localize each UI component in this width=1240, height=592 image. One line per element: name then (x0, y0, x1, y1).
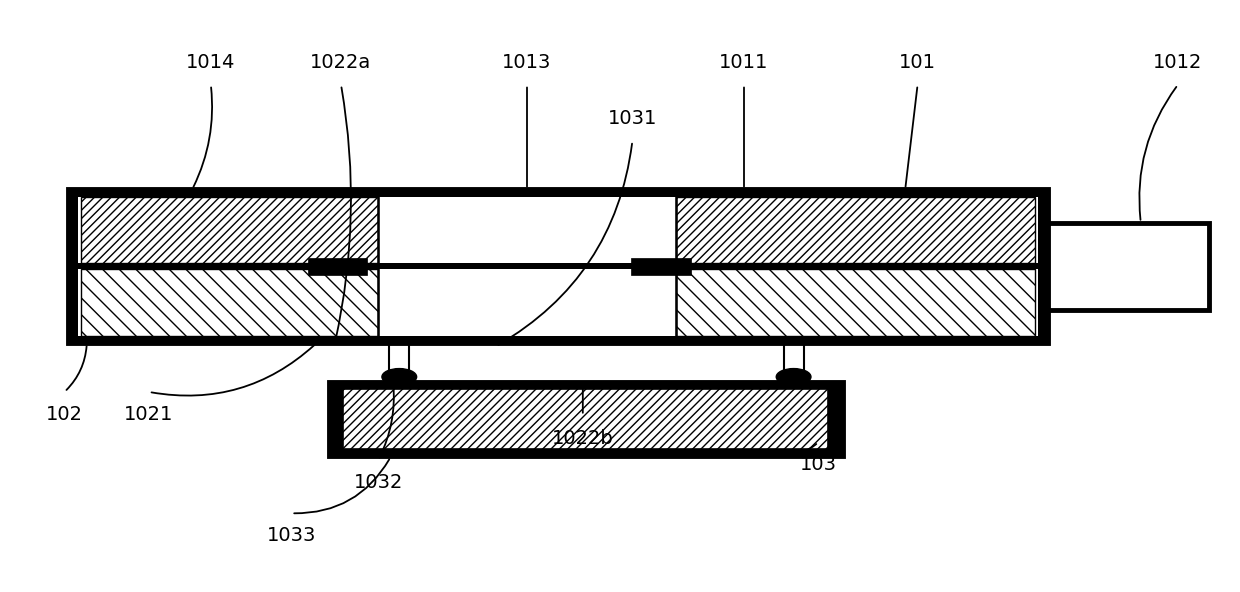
Text: 103: 103 (800, 455, 837, 474)
Bar (78, 197, 1038, 336)
Bar (81, 197, 378, 263)
Text: 1031: 1031 (608, 109, 657, 128)
Text: 1011: 1011 (719, 53, 769, 72)
Text: 1022a: 1022a (310, 53, 372, 72)
Bar (329, 382, 843, 456)
Bar (676, 197, 1035, 263)
Text: 1012: 1012 (1153, 53, 1203, 72)
Bar (68, 336, 1048, 343)
Text: 1014: 1014 (186, 53, 236, 72)
Bar (68, 189, 1048, 343)
Bar (78, 263, 1038, 269)
Circle shape (776, 369, 811, 385)
Text: 102: 102 (46, 405, 83, 424)
Bar (308, 258, 367, 275)
Text: 1022b: 1022b (552, 429, 614, 448)
Text: 1013: 1013 (502, 53, 552, 72)
Bar (676, 269, 1035, 336)
Circle shape (382, 369, 417, 385)
Text: 101: 101 (899, 53, 936, 72)
Bar (68, 189, 1048, 197)
Text: 1032: 1032 (353, 473, 403, 492)
Bar (631, 258, 691, 275)
Text: 1033: 1033 (267, 526, 316, 545)
Bar (343, 389, 828, 449)
Text: 1021: 1021 (124, 405, 174, 424)
Bar (1048, 223, 1209, 310)
Bar (81, 269, 378, 336)
